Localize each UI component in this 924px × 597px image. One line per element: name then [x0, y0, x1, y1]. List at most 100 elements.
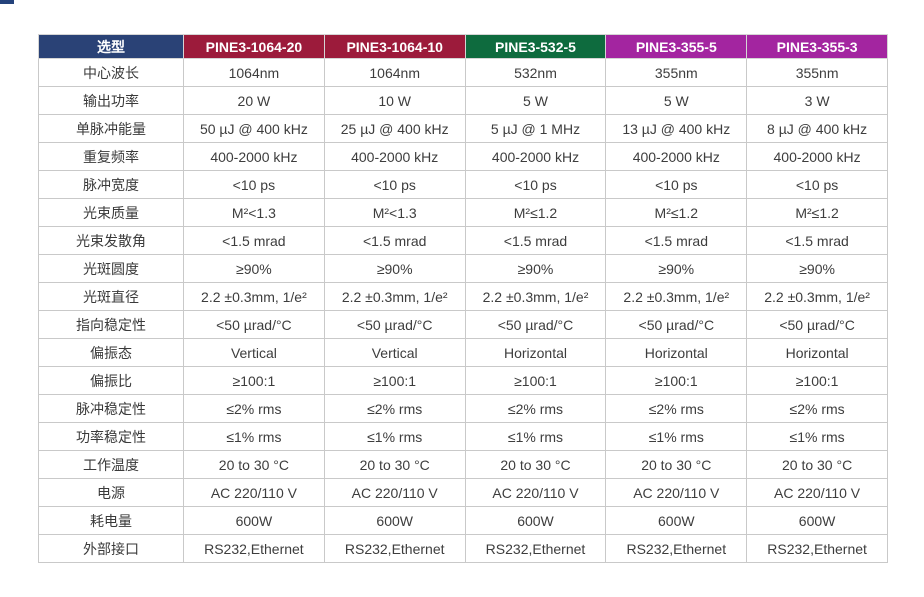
spec-value-cell: ≥90% — [183, 254, 325, 283]
spec-value-cell: 20 W — [183, 86, 325, 115]
table-row: 偏振比 ≥100:1 ≥100:1 ≥100:1 ≥100:1 ≥100:1 — [38, 366, 888, 395]
spec-value-cell: RS232,Ethernet — [746, 534, 888, 563]
spec-value-cell: ≥90% — [605, 254, 748, 283]
spec-value-cell: <10 ps — [605, 170, 748, 199]
spec-value-cell: 20 to 30 °C — [746, 450, 888, 479]
spec-value-cell: <1.5 mrad — [605, 226, 748, 255]
spec-value-cell: 2.2 ±0.3mm, 1/e² — [323, 282, 466, 311]
row-label: 电源 — [38, 478, 184, 507]
table-row: 脉冲稳定性 ≤2% rms ≤2% rms ≤2% rms ≤2% rms ≤2% rms — [38, 394, 888, 423]
spec-value-cell: 2.2 ±0.3mm, 1/e² — [464, 282, 607, 311]
spec-value-cell: 25 µJ @ 400 kHz — [323, 114, 466, 143]
spec-value-cell: 2.2 ±0.3mm, 1/e² — [746, 282, 888, 311]
spec-value-cell: ≤1% rms — [746, 422, 888, 451]
spec-value-cell: 20 to 30 °C — [183, 450, 325, 479]
spec-value-cell: <50 µrad/°C — [605, 310, 748, 339]
spec-value-cell: 355nm — [605, 58, 748, 87]
table-row: 中心波长 1064nm 1064nm 532nm 355nm 355nm — [38, 58, 888, 87]
spec-table-header: 选型 PINE3-1064-20 PINE3-1064-10 PINE3-532-5 P… — [38, 34, 888, 59]
spec-value-cell: 532nm — [464, 58, 607, 87]
table-row: 电源 AC 220/110 V AC 220/110 V AC 220/110 V AC… — [38, 478, 888, 507]
table-row: 工作温度 20 to 30 °C 20 to 30 °C 20 to 30 °C 20 … — [38, 450, 888, 479]
spec-value-cell: ≤1% rms — [605, 422, 748, 451]
row-label: 耗电量 — [38, 506, 184, 535]
spec-value-cell: 400-2000 kHz — [464, 142, 607, 171]
table-row: 光束质量 M²<1.3 M²<1.3 M²≤1.2 M²≤1.2 M²≤1.2 — [38, 198, 888, 227]
spec-value-cell: <1.5 mrad — [464, 226, 607, 255]
table-row: 外部接口 RS232,Ethernet RS232,Ethernet RS232,Et… — [38, 534, 888, 563]
spec-value-cell: ≥90% — [746, 254, 888, 283]
row-label: 光斑圆度 — [38, 254, 184, 283]
spec-value-cell: ≥90% — [464, 254, 607, 283]
table-row: 光斑直径 2.2 ±0.3mm, 1/e² 2.2 ±0.3mm, 1/e² 2.2 … — [38, 282, 888, 311]
logo-fragment — [0, 0, 14, 4]
spec-value-cell: ≤2% rms — [183, 394, 325, 423]
spec-value-cell: ≤1% rms — [464, 422, 607, 451]
row-label: 工作温度 — [38, 450, 184, 479]
spec-value-cell: 1064nm — [323, 58, 466, 87]
spec-value-cell: Horizontal — [605, 338, 748, 367]
spec-value-cell: 5 W — [464, 86, 607, 115]
row-label: 外部接口 — [38, 534, 184, 563]
column-header-product: PINE3-1064-10 — [323, 34, 466, 59]
spec-value-cell: ≥100:1 — [464, 366, 607, 395]
spec-value-cell: 355nm — [746, 58, 888, 87]
row-label: 功率稳定性 — [38, 422, 184, 451]
spec-value-cell: Horizontal — [464, 338, 607, 367]
row-label: 偏振态 — [38, 338, 184, 367]
spec-value-cell: RS232,Ethernet — [605, 534, 748, 563]
spec-value-cell: Horizontal — [746, 338, 888, 367]
table-row: 单脉冲能量 50 µJ @ 400 kHz 25 µJ @ 400 kHz 5 µJ … — [38, 114, 888, 143]
spec-value-cell: <1.5 mrad — [323, 226, 466, 255]
spec-value-cell: AC 220/110 V — [605, 478, 748, 507]
row-label: 输出功率 — [38, 86, 184, 115]
table-row: 功率稳定性 ≤1% rms ≤1% rms ≤1% rms ≤1% rms ≤1% rms — [38, 422, 888, 451]
spec-value-cell: 20 to 30 °C — [605, 450, 748, 479]
spec-value-cell: 600W — [464, 506, 607, 535]
spec-value-cell: <50 µrad/°C — [464, 310, 607, 339]
spec-value-cell: 600W — [605, 506, 748, 535]
table-row: 脉冲宽度 <10 ps <10 ps <10 ps <10 ps <10 ps — [38, 170, 888, 199]
table-row: 耗电量 600W 600W 600W 600W 600W — [38, 506, 888, 535]
spec-value-cell: 8 µJ @ 400 kHz — [746, 114, 888, 143]
row-label: 光束发散角 — [38, 226, 184, 255]
spec-value-cell: RS232,Ethernet — [323, 534, 466, 563]
column-header-model-label: 选型 — [38, 34, 184, 59]
row-label: 单脉冲能量 — [38, 114, 184, 143]
spec-value-cell: Vertical — [323, 338, 466, 367]
spec-value-cell: M²≤1.2 — [464, 198, 607, 227]
spec-value-cell: ≤1% rms — [183, 422, 325, 451]
table-row: 重复频率 400-2000 kHz 400-2000 kHz 400-2000 kHz… — [38, 142, 888, 171]
spec-table-container: 选型 PINE3-1064-20 PINE3-1064-10 PINE3-532-5 P… — [38, 34, 888, 563]
spec-value-cell: ≤2% rms — [464, 394, 607, 423]
spec-value-cell: <10 ps — [323, 170, 466, 199]
spec-value-cell: ≤2% rms — [605, 394, 748, 423]
spec-value-cell: RS232,Ethernet — [464, 534, 607, 563]
spec-value-cell: ≥100:1 — [746, 366, 888, 395]
table-row: 光束发散角 <1.5 mrad <1.5 mrad <1.5 mrad <1.5 mra… — [38, 226, 888, 255]
spec-value-cell: ≥90% — [323, 254, 466, 283]
spec-value-cell: M²<1.3 — [323, 198, 466, 227]
spec-value-cell: 20 to 30 °C — [464, 450, 607, 479]
spec-value-cell: 3 W — [746, 86, 888, 115]
spec-value-cell: 2.2 ±0.3mm, 1/e² — [605, 282, 748, 311]
spec-value-cell: <50 µrad/°C — [323, 310, 466, 339]
spec-value-cell: 400-2000 kHz — [183, 142, 325, 171]
spec-value-cell: ≥100:1 — [323, 366, 466, 395]
spec-value-cell: 600W — [183, 506, 325, 535]
spec-value-cell: 600W — [746, 506, 888, 535]
spec-value-cell: AC 220/110 V — [183, 478, 325, 507]
row-label: 脉冲稳定性 — [38, 394, 184, 423]
spec-value-cell: 400-2000 kHz — [746, 142, 888, 171]
spec-value-cell: <1.5 mrad — [746, 226, 888, 255]
spec-value-cell: 2.2 ±0.3mm, 1/e² — [183, 282, 325, 311]
spec-value-cell: AC 220/110 V — [323, 478, 466, 507]
table-row: 偏振态 Vertical Vertical Horizontal Horizontal H… — [38, 338, 888, 367]
spec-value-cell: ≥100:1 — [605, 366, 748, 395]
spec-value-cell: 13 µJ @ 400 kHz — [605, 114, 748, 143]
spec-value-cell: 10 W — [323, 86, 466, 115]
spec-value-cell: 5 µJ @ 1 MHz — [464, 114, 607, 143]
row-label: 指向稳定性 — [38, 310, 184, 339]
